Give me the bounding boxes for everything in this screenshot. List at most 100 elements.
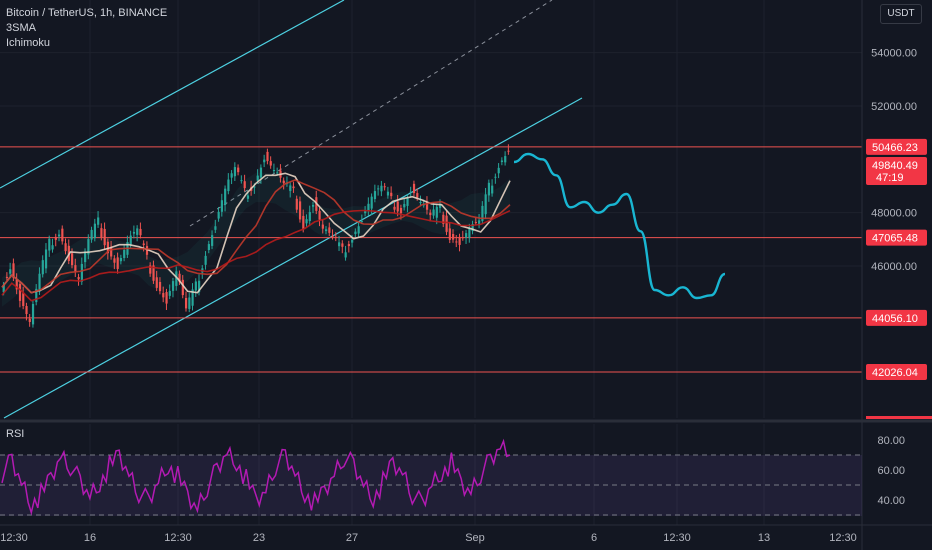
- candle-body: [412, 183, 416, 194]
- candle-body: [429, 212, 432, 216]
- candle-body: [198, 280, 201, 293]
- candles: [2, 144, 510, 328]
- candle-body: [370, 196, 373, 209]
- price-label-level-2: 47065.48: [872, 233, 918, 245]
- time-tick-label: 16: [84, 532, 96, 544]
- candle-body: [393, 206, 396, 210]
- candle-body: [162, 293, 165, 298]
- candle-body: [269, 161, 272, 166]
- candle-body: [158, 282, 162, 292]
- indicator-3sma[interactable]: 3SMA: [6, 22, 36, 34]
- candle-body: [97, 217, 100, 225]
- candle-body: [328, 227, 331, 233]
- candle-body: [181, 279, 184, 296]
- candle-body: [5, 276, 9, 278]
- candle-body: [77, 277, 80, 280]
- rsi-tick-label: 40.00: [877, 495, 905, 507]
- candle-body: [266, 151, 269, 162]
- candle-body: [504, 156, 507, 163]
- candle-body: [448, 228, 451, 240]
- candle-body: [403, 204, 406, 208]
- candle-body: [474, 222, 478, 224]
- candle-body: [165, 292, 168, 304]
- candle-body: [487, 182, 491, 196]
- candle-body: [494, 176, 497, 178]
- candle-body: [282, 180, 285, 184]
- time-tick-label: 12:30: [0, 532, 28, 544]
- time-tick-label: 27: [346, 532, 358, 544]
- candle-body: [367, 203, 370, 211]
- candle-body: [54, 236, 57, 240]
- axis-marker: [866, 416, 932, 419]
- symbol-title[interactable]: Bitcoin / TetherUS, 1h, BINANCE: [6, 7, 168, 19]
- price-label-level-2-bg: [866, 229, 927, 246]
- candle-body: [497, 167, 500, 174]
- candle-body: [15, 279, 18, 290]
- candle-body: [471, 223, 474, 232]
- candle-body: [373, 191, 377, 200]
- currency-button[interactable]: USDT: [880, 4, 922, 24]
- candle-body: [168, 290, 171, 296]
- candle-body: [9, 269, 12, 274]
- candle-body: [48, 238, 51, 251]
- time-axis: 12:30 16 12:30 23 27 Sep 6 12:30 13 12:30: [0, 532, 857, 544]
- candle-body: [491, 185, 494, 194]
- candle-body: [155, 277, 158, 288]
- candle-body: [28, 318, 31, 322]
- candle-body: [364, 210, 367, 214]
- candle-body: [103, 228, 106, 246]
- candle-body: [41, 260, 44, 275]
- candle-body: [194, 281, 197, 291]
- candle-body: [298, 201, 302, 220]
- current-price-bg: [866, 157, 927, 185]
- candle-body: [289, 185, 292, 192]
- candle-body: [468, 228, 471, 238]
- candle-body: [191, 289, 194, 306]
- candle-body: [110, 247, 113, 257]
- candle-body: [18, 284, 22, 301]
- candle-body: [90, 229, 93, 240]
- candle-body: [425, 202, 429, 210]
- time-tick-label: 12:30: [663, 532, 691, 544]
- candle-body: [74, 265, 77, 273]
- candle-body: [207, 244, 210, 250]
- candle-body: [311, 204, 315, 207]
- candle-body: [354, 231, 357, 234]
- candle-body: [224, 188, 227, 206]
- candle-body: [341, 243, 344, 247]
- candle-body: [106, 241, 110, 254]
- candle-body: [100, 228, 103, 238]
- candle-body: [113, 258, 116, 263]
- candle-body: [292, 186, 295, 189]
- candle-body: [331, 235, 334, 237]
- candle-body: [452, 234, 455, 240]
- candle-body: [442, 214, 445, 224]
- indicator-ichimoku[interactable]: Ichimoku: [6, 37, 51, 49]
- candle-body: [416, 193, 419, 198]
- rsi-indicator-label[interactable]: RSI: [6, 428, 25, 440]
- candle-body: [64, 243, 67, 252]
- candle-body: [461, 237, 464, 239]
- candle-body: [240, 180, 243, 182]
- candle-body: [44, 249, 48, 269]
- candle-body: [409, 191, 412, 193]
- candle-body: [175, 271, 178, 286]
- candle-body: [71, 253, 74, 266]
- candle-body: [406, 197, 409, 206]
- price-axis: 46000.00 48000.00 52000.00 54000.00: [871, 48, 917, 273]
- candle-body: [338, 242, 341, 247]
- candle-body: [253, 186, 256, 188]
- candle-body: [22, 293, 25, 306]
- candle-body: [256, 175, 259, 181]
- candle-body: [383, 186, 386, 188]
- price-tick-label: 48000.00: [871, 208, 917, 220]
- candle-body: [204, 255, 207, 265]
- candle-body: [305, 219, 308, 224]
- candle-body: [227, 179, 230, 192]
- candle-body: [233, 167, 237, 177]
- rsi-band: [0, 455, 862, 516]
- candle-body: [390, 192, 393, 197]
- candle-body: [272, 170, 276, 171]
- candle-body: [171, 281, 175, 291]
